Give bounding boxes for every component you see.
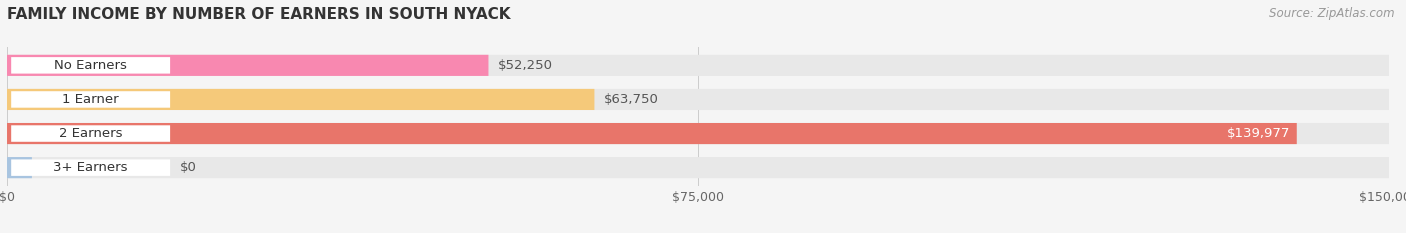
Text: $139,977: $139,977 xyxy=(1226,127,1289,140)
FancyBboxPatch shape xyxy=(11,56,170,75)
FancyBboxPatch shape xyxy=(11,90,170,109)
FancyBboxPatch shape xyxy=(7,89,1389,110)
Text: 1 Earner: 1 Earner xyxy=(62,93,120,106)
FancyBboxPatch shape xyxy=(11,124,170,143)
FancyBboxPatch shape xyxy=(7,55,1389,76)
Text: $0: $0 xyxy=(180,161,197,174)
FancyBboxPatch shape xyxy=(7,89,595,110)
Text: 3+ Earners: 3+ Earners xyxy=(53,161,128,174)
Text: 2 Earners: 2 Earners xyxy=(59,127,122,140)
FancyBboxPatch shape xyxy=(7,55,488,76)
FancyBboxPatch shape xyxy=(7,157,32,178)
FancyBboxPatch shape xyxy=(7,123,1389,144)
Text: FAMILY INCOME BY NUMBER OF EARNERS IN SOUTH NYACK: FAMILY INCOME BY NUMBER OF EARNERS IN SO… xyxy=(7,7,510,22)
Text: Source: ZipAtlas.com: Source: ZipAtlas.com xyxy=(1270,7,1395,20)
Text: $52,250: $52,250 xyxy=(498,59,553,72)
FancyBboxPatch shape xyxy=(11,158,170,177)
FancyBboxPatch shape xyxy=(7,157,1389,178)
Text: No Earners: No Earners xyxy=(55,59,127,72)
FancyBboxPatch shape xyxy=(7,123,1296,144)
Text: $63,750: $63,750 xyxy=(605,93,659,106)
